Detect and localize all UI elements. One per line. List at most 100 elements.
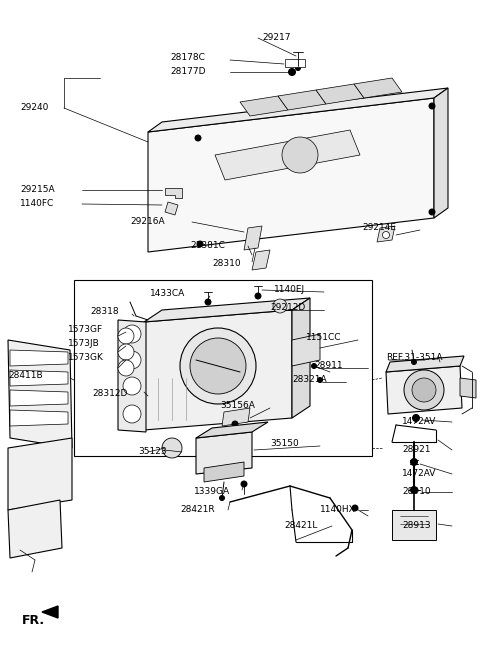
Text: 29212D: 29212D	[270, 304, 305, 313]
Circle shape	[123, 351, 141, 369]
Polygon shape	[42, 606, 58, 618]
Text: 29215A: 29215A	[20, 185, 55, 194]
Circle shape	[412, 415, 420, 422]
Text: 35123: 35123	[138, 447, 167, 457]
Circle shape	[410, 459, 418, 466]
Circle shape	[162, 438, 182, 458]
Text: 1573JB: 1573JB	[68, 340, 100, 348]
Circle shape	[317, 378, 323, 382]
Circle shape	[410, 486, 418, 493]
Text: 1573GF: 1573GF	[68, 325, 103, 334]
Polygon shape	[292, 334, 320, 366]
Text: 1472AV: 1472AV	[402, 417, 436, 426]
Polygon shape	[377, 226, 395, 242]
Circle shape	[282, 137, 318, 173]
Polygon shape	[8, 500, 62, 558]
Text: 28911: 28911	[314, 361, 343, 371]
Polygon shape	[118, 320, 146, 432]
Circle shape	[352, 505, 358, 511]
Text: 28913: 28913	[402, 522, 431, 530]
Bar	[74, 280, 372, 456]
Polygon shape	[196, 422, 268, 438]
Text: 28177D: 28177D	[170, 68, 205, 76]
Text: 28321A: 28321A	[292, 376, 326, 384]
Polygon shape	[148, 98, 434, 252]
Circle shape	[273, 299, 287, 313]
Polygon shape	[316, 84, 364, 104]
Text: 1140EJ: 1140EJ	[274, 286, 305, 294]
Polygon shape	[8, 438, 72, 510]
Circle shape	[288, 68, 296, 76]
Polygon shape	[386, 366, 462, 414]
Text: FR.: FR.	[22, 614, 45, 627]
Circle shape	[180, 328, 256, 404]
Text: 28318: 28318	[90, 307, 119, 317]
Polygon shape	[165, 188, 182, 198]
Text: 21381C: 21381C	[190, 242, 225, 250]
Polygon shape	[278, 90, 326, 110]
Text: 1140HX: 1140HX	[320, 505, 356, 514]
Text: 1472AV: 1472AV	[402, 470, 436, 478]
Polygon shape	[244, 226, 262, 250]
Polygon shape	[8, 340, 72, 448]
Text: 28312D: 28312D	[92, 390, 127, 399]
Circle shape	[429, 103, 435, 109]
Circle shape	[232, 421, 238, 427]
Polygon shape	[354, 78, 402, 98]
Text: 29214E: 29214E	[362, 223, 396, 233]
Circle shape	[118, 344, 134, 360]
Text: 28421R: 28421R	[180, 505, 215, 514]
Text: 1573GK: 1573GK	[68, 353, 104, 363]
Text: 28411B: 28411B	[8, 371, 43, 380]
Polygon shape	[222, 408, 250, 426]
Polygon shape	[165, 202, 178, 215]
Circle shape	[190, 338, 246, 394]
Text: 29216A: 29216A	[130, 217, 165, 227]
Circle shape	[404, 370, 444, 410]
Circle shape	[296, 66, 300, 70]
Text: 28910: 28910	[402, 487, 431, 497]
Text: 28421L: 28421L	[284, 522, 317, 530]
Polygon shape	[144, 310, 292, 430]
Polygon shape	[386, 356, 464, 372]
Polygon shape	[204, 462, 244, 482]
Circle shape	[429, 209, 435, 215]
Circle shape	[197, 241, 203, 247]
Polygon shape	[10, 370, 68, 386]
Text: 1151CC: 1151CC	[306, 334, 341, 342]
Polygon shape	[10, 390, 68, 406]
Circle shape	[205, 299, 211, 305]
Text: 35150: 35150	[270, 440, 299, 449]
Polygon shape	[292, 298, 310, 418]
Circle shape	[123, 405, 141, 423]
Text: REF.31-351A: REF.31-351A	[386, 353, 443, 363]
Polygon shape	[252, 250, 270, 270]
Polygon shape	[196, 432, 252, 474]
Circle shape	[312, 363, 316, 369]
Text: 35156A: 35156A	[220, 401, 255, 411]
Circle shape	[123, 325, 141, 343]
Text: 28178C: 28178C	[170, 53, 205, 62]
Text: 28310: 28310	[212, 260, 240, 269]
Circle shape	[412, 378, 436, 402]
Polygon shape	[10, 350, 68, 366]
Text: 1339GA: 1339GA	[194, 487, 230, 497]
Circle shape	[118, 360, 134, 376]
Circle shape	[123, 377, 141, 395]
Bar	[285, 59, 305, 67]
Polygon shape	[460, 378, 476, 398]
Text: 1140FC: 1140FC	[20, 200, 54, 208]
Text: 1433CA: 1433CA	[150, 290, 185, 298]
Text: 28921: 28921	[402, 445, 431, 455]
Circle shape	[255, 293, 261, 299]
Polygon shape	[10, 410, 68, 426]
Circle shape	[118, 328, 134, 344]
Polygon shape	[434, 88, 448, 218]
Polygon shape	[215, 130, 360, 180]
Text: 29240: 29240	[20, 104, 48, 112]
Circle shape	[241, 481, 247, 487]
Circle shape	[219, 495, 225, 501]
Circle shape	[383, 231, 389, 238]
Bar	[392, 510, 436, 540]
Circle shape	[411, 359, 417, 365]
